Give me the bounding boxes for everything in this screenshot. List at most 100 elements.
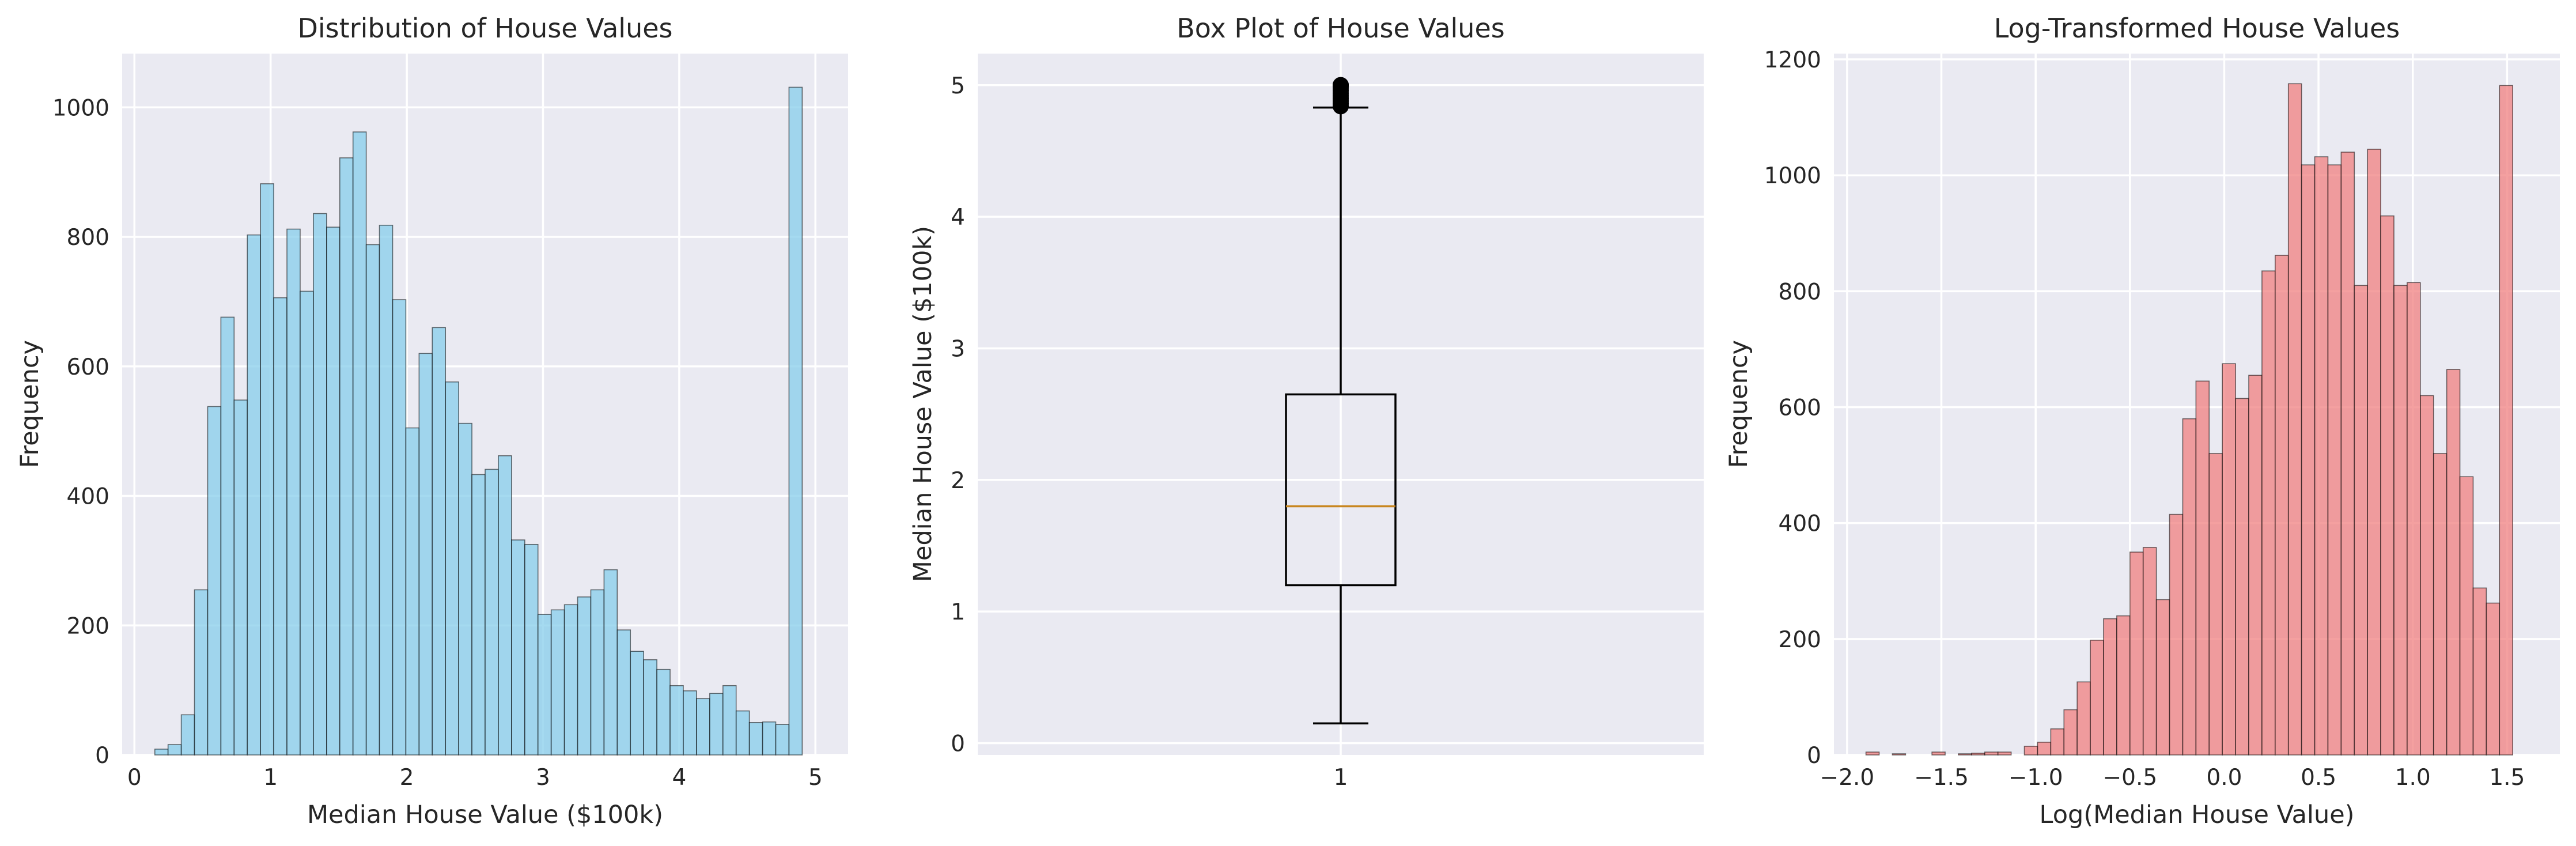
histogram-x-axis-label: Median House Value ($100k) xyxy=(307,800,663,829)
histogram-bar xyxy=(2407,282,2421,756)
histogram-bar xyxy=(392,299,407,756)
histogram-title: Distribution of House Values xyxy=(297,13,672,44)
x-tick-label: −0.5 xyxy=(2102,765,2157,791)
histogram-bar xyxy=(537,614,552,756)
histogram-bar xyxy=(2261,270,2276,756)
histogram-bar xyxy=(2354,285,2368,756)
x-tick-label: 0.5 xyxy=(2301,765,2336,791)
histogram-bar xyxy=(2076,681,2091,756)
histogram-bar xyxy=(2301,164,2316,756)
histogram-bar xyxy=(709,693,724,756)
histogram-bar xyxy=(2433,453,2448,756)
x-tick-label: 1.5 xyxy=(2489,765,2525,791)
y-tick-label: 200 xyxy=(67,613,109,639)
x-tick-label: −1.0 xyxy=(2008,765,2063,791)
histogram-bar xyxy=(616,629,631,756)
histogram-bar xyxy=(748,722,763,756)
histogram-bar xyxy=(511,539,525,756)
histogram-bar xyxy=(1971,753,1985,756)
histogram-bar xyxy=(233,399,248,756)
histogram-bar xyxy=(2169,513,2184,756)
y-tick-label: 0 xyxy=(1807,743,1821,769)
log-histogram-x-axis-label: Log(Median House Value) xyxy=(2040,800,2355,829)
histogram-bar xyxy=(2063,709,2078,756)
histogram-bar xyxy=(643,659,657,756)
histogram-bar xyxy=(273,297,288,756)
histogram-bar xyxy=(2486,602,2501,756)
outlier-point xyxy=(1333,77,1349,93)
histogram-bar xyxy=(2155,599,2170,756)
histogram-bar xyxy=(788,86,803,756)
histogram-bar xyxy=(207,406,222,756)
histogram-bar xyxy=(2037,742,2052,756)
histogram-bar xyxy=(471,474,486,756)
histogram-bar xyxy=(2195,380,2210,756)
histogram-bar xyxy=(630,651,644,756)
histogram-bar xyxy=(379,224,394,756)
histogram-bar xyxy=(669,685,684,756)
histogram-bar xyxy=(2235,398,2249,756)
histogram-bar xyxy=(603,569,618,756)
histogram-panel: 0 1 2 3 4 5 0 200 400 600 800 1000 Distribution of… xyxy=(16,13,848,829)
y-tick-label: 5 xyxy=(951,73,965,99)
histogram-bar xyxy=(2499,85,2513,756)
histogram-bar xyxy=(1984,751,1999,756)
histogram-bar xyxy=(432,327,447,756)
y-tick-label: 3 xyxy=(951,336,965,362)
histogram-bar xyxy=(339,157,354,756)
histogram-bar xyxy=(2090,640,2104,756)
y-tick-label: 200 xyxy=(1779,627,1821,653)
histogram-bar xyxy=(550,609,565,756)
x-tick-label: 4 xyxy=(672,765,686,791)
histogram-bar xyxy=(2314,156,2329,756)
x-tick-label: 2 xyxy=(400,765,414,791)
histogram-bar xyxy=(696,698,710,756)
x-tick-label: 1.0 xyxy=(2395,765,2431,791)
histogram-bar xyxy=(2116,615,2131,756)
histogram-bar xyxy=(2367,149,2381,756)
x-tick-label: −1.5 xyxy=(1914,765,1969,791)
log-histogram-panel: −2.0 −1.5 −1.0 −0.5 0.0 0.5 1.0 1.5 0 200 400 600 8… xyxy=(1724,13,2560,829)
histogram-bar xyxy=(524,543,539,756)
histogram-bar xyxy=(445,381,459,756)
x-tick-label: 0.0 xyxy=(2206,765,2242,791)
histogram-bar xyxy=(458,422,472,756)
y-tick-label: 800 xyxy=(67,225,109,251)
histogram-bar xyxy=(2472,587,2487,756)
boxplot-panel: 1 0 1 2 3 4 5 Box Plot of House Values Median… xyxy=(909,13,1704,791)
x-tick-label: 1 xyxy=(1334,765,1348,791)
histogram-bar xyxy=(2222,363,2236,756)
histogram-y-axis-label: Frequency xyxy=(16,340,44,468)
histogram-bar xyxy=(2129,552,2144,756)
y-tick-label: 0 xyxy=(951,731,965,757)
y-tick-label: 1 xyxy=(951,599,965,625)
histogram-bar xyxy=(2380,215,2395,756)
y-tick-label: 600 xyxy=(67,354,109,380)
histogram-bar xyxy=(2459,476,2474,756)
histogram-bar xyxy=(735,710,750,756)
x-tick-label: 0 xyxy=(127,765,142,791)
histogram-bar xyxy=(722,685,737,756)
x-tick-label: −2.0 xyxy=(1820,765,1875,791)
histogram-bar xyxy=(313,213,327,756)
histogram-bar xyxy=(577,596,592,756)
histogram-bar xyxy=(365,244,380,756)
boxplot-title: Box Plot of House Values xyxy=(1177,13,1504,44)
histogram-bar xyxy=(2287,83,2302,756)
x-tick-label: 1 xyxy=(263,765,278,791)
histogram-bar xyxy=(485,469,499,756)
histogram-bar xyxy=(2142,547,2157,756)
y-tick-label: 1000 xyxy=(1764,163,1821,189)
y-tick-label: 400 xyxy=(67,484,109,510)
histogram-bar xyxy=(563,604,578,756)
histogram-bar xyxy=(1958,753,1972,756)
y-tick-label: 4 xyxy=(951,205,965,231)
histogram-bar xyxy=(2275,255,2289,756)
histogram-bar xyxy=(2208,453,2223,756)
boxplot-y-axis-label: Median House Value ($100k) xyxy=(909,226,937,582)
histogram-bar xyxy=(2340,152,2355,756)
histogram-bar xyxy=(326,226,341,756)
histogram-bar xyxy=(180,714,195,756)
histogram-bar xyxy=(194,589,209,756)
